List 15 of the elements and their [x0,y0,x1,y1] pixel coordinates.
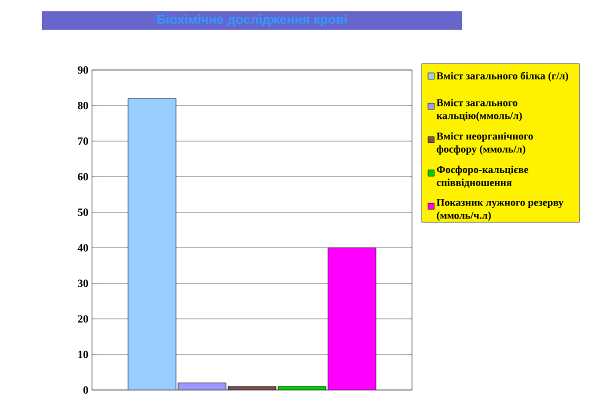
y-tick-label: 50 [78,208,88,216]
legend-label: Вміст загального білка (г/л) [436,72,568,82]
y-tick-label: 70 [78,137,88,145]
legend-label: Вміст загального кальцію(ммоль/л) [436,98,522,122]
legend-label: Показник лужного резерву (ммоль/ч.л) [436,198,564,221]
y-tick-label: 30 [78,280,88,288]
y-tick-label: 20 [78,315,88,323]
y-tick-label: 80 [78,102,88,110]
legend-label: Фосфоро-кальцієве співвідношення [436,166,528,188]
y-tick-label: 10 [78,350,88,358]
y-tick-label: 60 [78,172,88,180]
y-tick-label: 40 [78,244,88,252]
legend-label: Вміст неорганічного фосфору (ммоль/л) [436,132,533,155]
y-tick-label: 90 [78,66,88,74]
y-tick-label: 0 [83,386,88,394]
